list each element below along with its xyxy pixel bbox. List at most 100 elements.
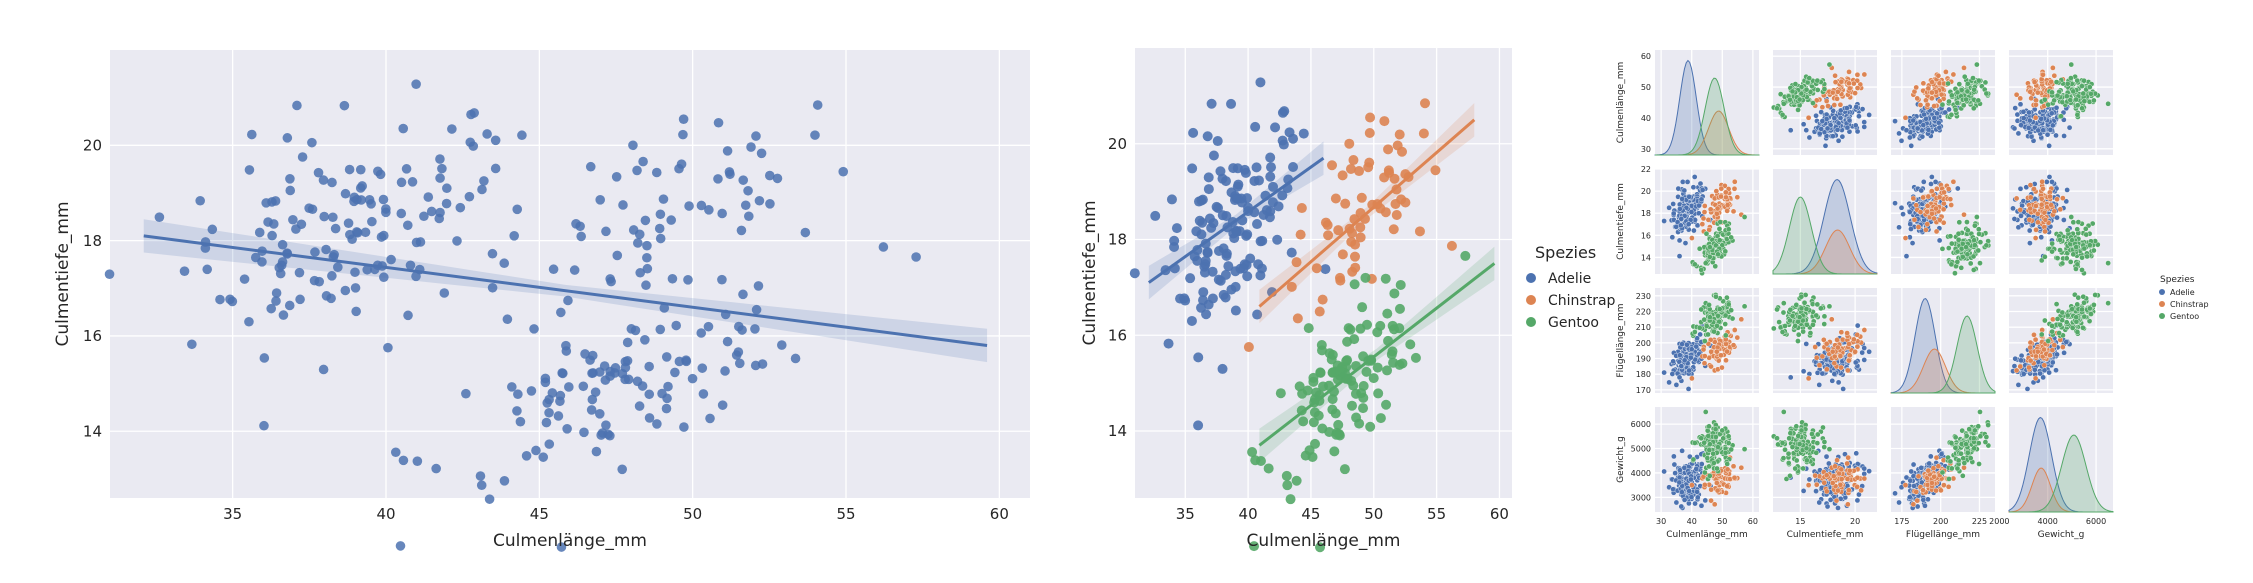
data-point-gentoo <box>1704 455 1711 461</box>
data-point-adelie <box>1816 130 1823 137</box>
data-point-gentoo <box>1787 473 1793 479</box>
data-point-adelie <box>1206 98 1217 109</box>
x-tick-label: 15 <box>1795 517 1805 526</box>
data-point-chinstrap <box>1363 162 1374 173</box>
data-point-adelie <box>1670 358 1676 365</box>
data-point-gentoo <box>1741 214 1748 220</box>
data-point-adelie <box>1288 133 1299 144</box>
data-point-gentoo <box>1330 408 1341 419</box>
data-point-adelie <box>1928 181 1934 187</box>
data-point-chinstrap <box>1713 188 1720 194</box>
data-point <box>635 267 646 278</box>
data-point-chinstrap <box>2048 78 2055 85</box>
data-point-gentoo <box>1947 458 1954 465</box>
data-point-chinstrap <box>1337 170 1348 181</box>
data-point-gentoo <box>1373 388 1384 399</box>
data-point-chinstrap <box>1846 341 1852 347</box>
data-point-chinstrap <box>1335 275 1346 286</box>
data-point-gentoo <box>2084 253 2090 260</box>
data-point-adelie <box>1676 253 1683 259</box>
data-point <box>362 264 372 275</box>
data-point <box>736 225 747 236</box>
data-point <box>654 223 665 234</box>
data-point-adelie <box>1679 196 1685 202</box>
data-point <box>720 366 730 376</box>
data-point-gentoo <box>1809 301 1816 307</box>
data-point <box>670 367 680 378</box>
data-point-chinstrap <box>2050 316 2056 323</box>
data-point-gentoo <box>1800 465 1806 472</box>
data-point <box>282 133 293 143</box>
data-point-adelie <box>1844 105 1850 111</box>
data-point-adelie <box>1270 122 1281 133</box>
data-point-adelie <box>2024 386 2031 392</box>
data-point-chinstrap <box>2047 352 2053 359</box>
data-point-chinstrap <box>2033 203 2039 209</box>
data-point-chinstrap <box>2054 196 2060 202</box>
data-point-chinstrap <box>1902 482 1909 488</box>
data-point-chinstrap <box>1834 96 1840 102</box>
data-point-gentoo <box>1719 427 1726 434</box>
data-point <box>651 167 662 178</box>
data-point-adelie <box>1698 502 1705 509</box>
data-point <box>678 129 688 140</box>
data-point <box>753 281 764 291</box>
data-point <box>328 212 338 223</box>
data-point <box>490 163 501 174</box>
data-point-gentoo <box>1975 226 1982 233</box>
data-point-adelie <box>1169 235 1180 246</box>
data-point-adelie <box>1929 174 1935 180</box>
data-point <box>403 310 413 321</box>
x-axis-label: Culmenlänge_mm <box>1247 531 1401 551</box>
data-point <box>340 285 351 296</box>
data-point-chinstrap <box>1812 472 1818 479</box>
data-point-chinstrap <box>1948 202 1955 208</box>
data-point-gentoo <box>1698 435 1705 442</box>
data-point-gentoo <box>1725 440 1732 446</box>
data-point-gentoo <box>1707 244 1713 250</box>
data-point <box>674 163 684 174</box>
y-axis-label: Culmentiefe_mm <box>1616 183 1626 260</box>
data-point-gentoo <box>1948 261 1955 268</box>
data-point-gentoo <box>1315 542 1326 553</box>
data-point <box>257 257 267 267</box>
data-point-gentoo <box>1724 461 1731 467</box>
data-point-chinstrap <box>1317 294 1328 305</box>
data-point-gentoo <box>1948 440 1955 446</box>
data-point-chinstrap <box>1838 364 1844 371</box>
data-point-chinstrap <box>1925 193 1932 200</box>
data-point <box>487 248 498 259</box>
data-point-chinstrap <box>1914 95 1921 102</box>
data-point <box>310 247 320 257</box>
data-point-adelie <box>1220 176 1231 187</box>
data-point-adelie <box>1255 236 1266 247</box>
data-point-adelie <box>1806 134 1813 141</box>
data-point-chinstrap <box>1941 482 1947 488</box>
data-point <box>502 314 513 325</box>
data-point-adelie <box>1202 247 1213 258</box>
data-point <box>585 161 596 172</box>
data-point <box>340 188 351 199</box>
data-point-chinstrap <box>1935 463 1942 470</box>
data-point-gentoo <box>1826 446 1833 452</box>
data-point-gentoo <box>1976 461 1982 467</box>
data-point-chinstrap <box>1344 138 1355 149</box>
data-point-gentoo <box>1329 446 1340 457</box>
data-point <box>642 263 653 274</box>
data-point-gentoo <box>2068 214 2075 220</box>
data-point-chinstrap <box>1354 166 1365 177</box>
data-point-gentoo <box>1692 440 1698 446</box>
data-point-chinstrap <box>1854 483 1861 490</box>
data-point-gentoo <box>1826 61 1833 68</box>
data-point-adelie <box>1908 142 1915 149</box>
data-point-chinstrap <box>2035 219 2041 226</box>
data-point-chinstrap <box>1723 194 1729 201</box>
legend-entry: Chinstrap <box>1548 293 1616 309</box>
regression-line <box>1258 118 1476 308</box>
data-point-chinstrap <box>1397 146 1408 157</box>
data-point-chinstrap <box>1418 128 1429 139</box>
data-point <box>634 401 645 411</box>
data-point-adelie <box>1903 127 1910 134</box>
data-point-adelie <box>2049 122 2056 129</box>
